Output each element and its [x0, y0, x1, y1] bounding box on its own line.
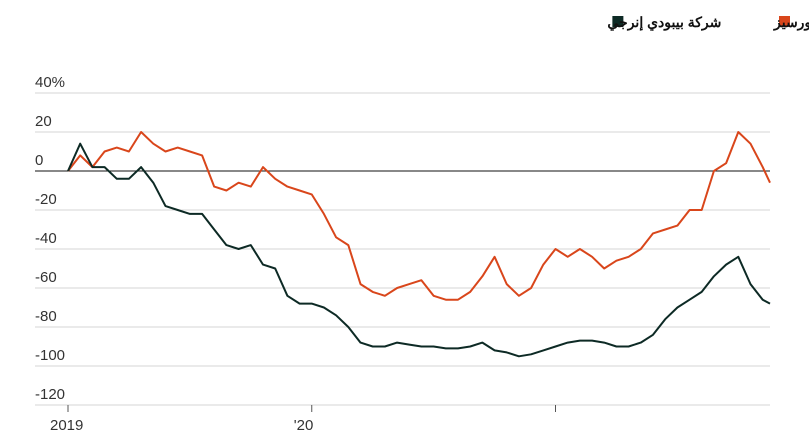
y-tick-label: -20 [35, 191, 57, 208]
y-tick-label: -80 [35, 308, 57, 325]
y-tick-label: 20 [35, 113, 52, 130]
legend-label: شركة بيبودي إنرجي [607, 14, 721, 32]
series-line [67, 131, 771, 301]
y-tick-label: 40% [35, 74, 65, 91]
y-tick-label: -120 [35, 386, 65, 403]
legend-swatch [779, 16, 790, 27]
y-tick-label: -40 [35, 230, 57, 247]
x-tick-label: 2019 [50, 417, 83, 434]
y-tick-label: -60 [35, 269, 57, 286]
legend-swatch [612, 16, 624, 27]
y-tick-label: -100 [35, 347, 65, 364]
series-line [67, 142, 771, 358]
y-tick-label: 0 [35, 152, 43, 169]
x-tick-label: '20 [294, 417, 314, 434]
legend-label: شركة آرتش ريسورسيز [773, 13, 809, 31]
